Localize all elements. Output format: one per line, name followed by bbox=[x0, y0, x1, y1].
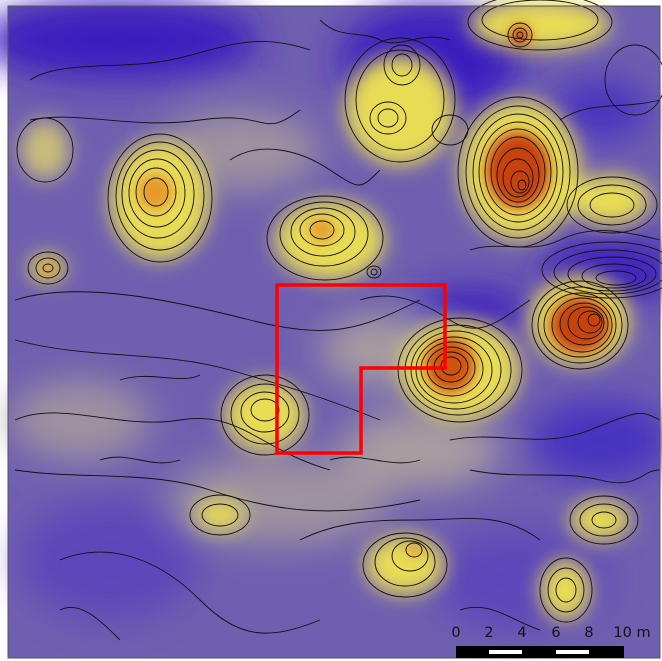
scale-label-8: 8 bbox=[584, 625, 593, 641]
map-frame bbox=[7, 5, 661, 659]
scale-bar-frame bbox=[456, 646, 624, 658]
scale-label-4: 4 bbox=[517, 625, 526, 641]
survey-area-outline bbox=[275, 283, 447, 455]
scale-label-0: 0 bbox=[451, 625, 460, 641]
scale-segment-white-2 bbox=[556, 650, 589, 654]
scale-label-2: 2 bbox=[484, 625, 493, 641]
scale-label-10m: 10 m bbox=[613, 625, 650, 641]
scale-segment-white-1 bbox=[489, 650, 522, 654]
scale-label-6: 6 bbox=[551, 625, 560, 641]
scale-bar: 0 2 4 6 8 10 m bbox=[451, 625, 651, 658]
